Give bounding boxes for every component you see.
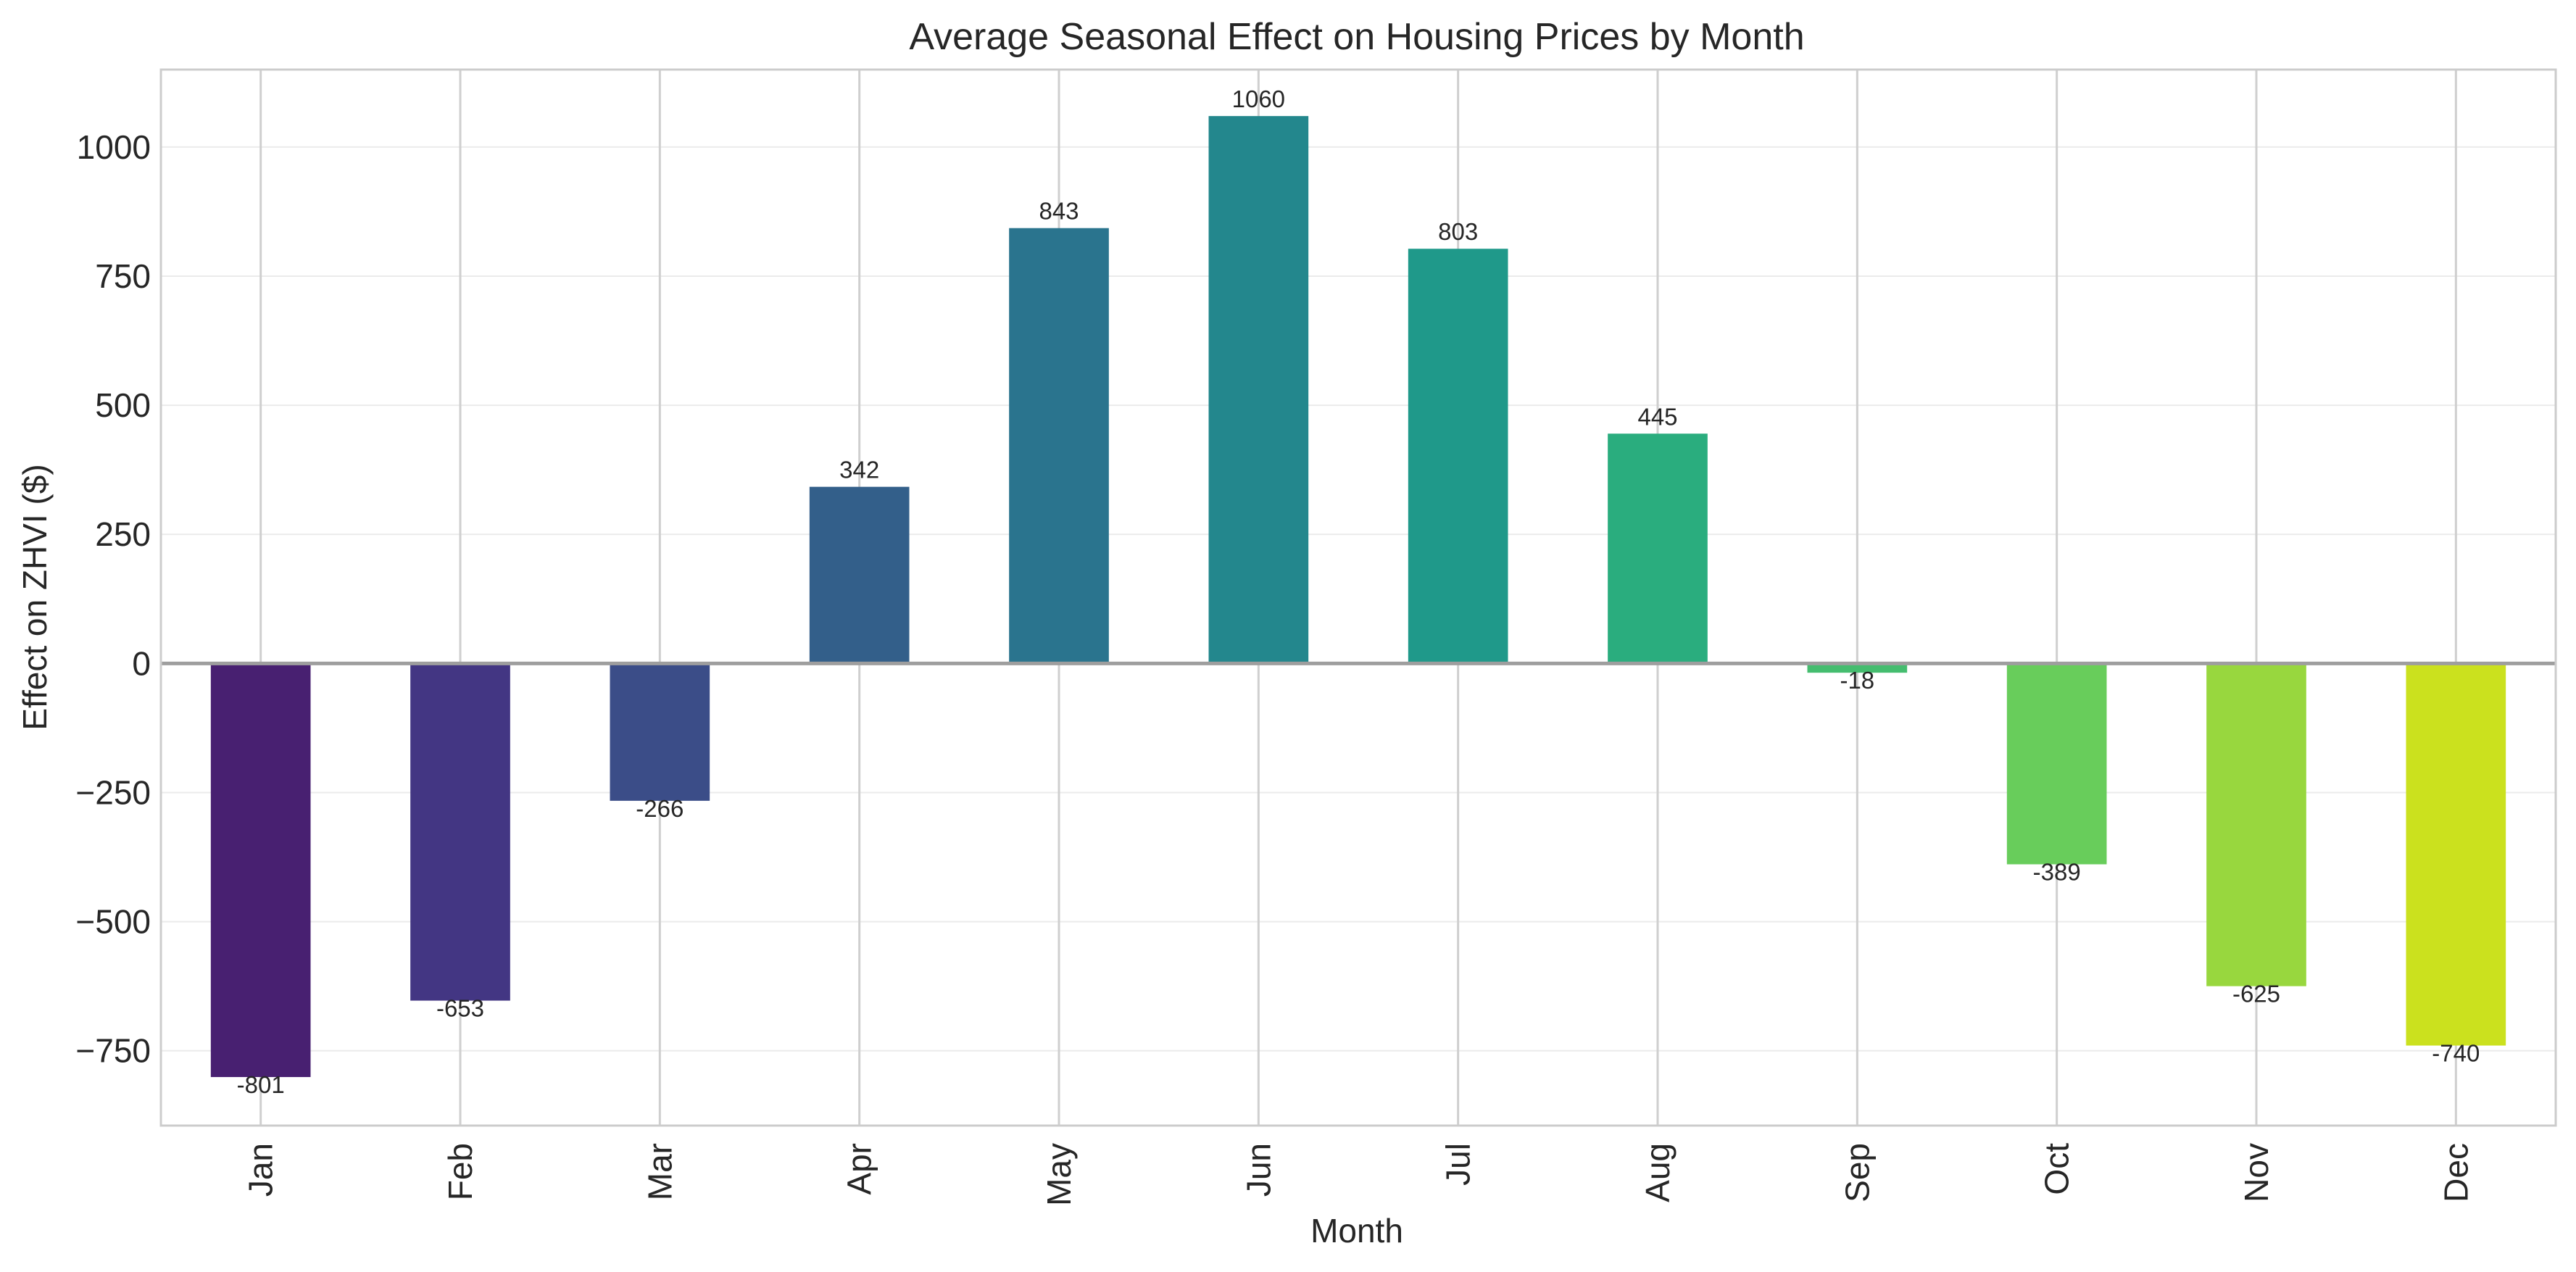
bar-oct	[2006, 663, 2107, 865]
bar-value-label: -266	[636, 795, 684, 822]
bar-value-label: 342	[839, 457, 879, 483]
bar-aug	[1608, 433, 1708, 664]
bar-value-labels: -801 -653 -266 342 843 1060 803 445 -18 -389 -625 -…	[237, 86, 2480, 1098]
y-tick-label: 250	[95, 515, 151, 553]
y-tick-label: 500	[95, 386, 151, 424]
bar-dec	[2406, 663, 2506, 1046]
bar-jan	[210, 663, 311, 1078]
bar-jul	[1408, 249, 1508, 664]
x-tick-label: Apr	[841, 1143, 878, 1195]
x-tick-label: Nov	[2238, 1143, 2275, 1202]
y-tick-label: −750	[75, 1032, 151, 1070]
x-axis-label: Month	[1310, 1212, 1403, 1250]
y-tick-label: −500	[75, 903, 151, 941]
x-tick-label: Mar	[641, 1143, 678, 1200]
bar-value-label: -801	[237, 1071, 285, 1098]
bar-value-label: 803	[1438, 218, 1478, 245]
bar-mar	[610, 663, 710, 801]
y-tick-label: 0	[132, 644, 151, 682]
bar-value-label: -740	[2432, 1040, 2480, 1067]
x-tick-label: Jul	[1439, 1143, 1477, 1186]
bar-feb	[410, 663, 510, 1001]
x-axis-ticks: Jan Feb Mar Apr May Jun Jul Aug Sep Oct Nov Dec	[242, 1143, 2475, 1206]
y-tick-label: 1000	[77, 128, 151, 166]
bar-nov	[2206, 663, 2306, 986]
bar-value-label: -653	[436, 995, 484, 1022]
x-tick-label: Sep	[1838, 1143, 1876, 1202]
y-axis-ticks: −750 −500 −250 0 250 500 750 1000	[75, 128, 151, 1070]
x-tick-label: Jan	[242, 1143, 280, 1197]
chart-title: Average Seasonal Effect on Housing Price…	[909, 16, 1804, 58]
y-axis-label: Effect on ZHVI ($)	[16, 464, 54, 730]
y-tick-label: −250	[75, 773, 151, 811]
x-tick-label: May	[1040, 1143, 1078, 1206]
bar-may	[1009, 228, 1109, 664]
bar-jun	[1208, 116, 1309, 664]
bar-value-label: -625	[2232, 981, 2280, 1007]
bar-value-label: 1060	[1232, 86, 1285, 112]
bar-value-label: -389	[2033, 858, 2081, 885]
bar-value-label: 445	[1637, 403, 1677, 430]
plot-frame	[159, 68, 2557, 1127]
bar-value-label: 843	[1039, 198, 1079, 225]
x-tick-label: Jun	[1239, 1143, 1277, 1197]
x-tick-label: Feb	[441, 1143, 479, 1200]
x-tick-label: Dec	[2437, 1143, 2475, 1202]
bar-series	[210, 116, 2506, 1078]
bar-value-label: -18	[1840, 667, 1874, 694]
x-tick-label: Oct	[2038, 1143, 2076, 1195]
y-tick-label: 750	[95, 257, 151, 295]
bar-apr	[809, 486, 910, 664]
bar-sep	[1807, 663, 1908, 673]
x-tick-label: Aug	[1639, 1143, 1677, 1202]
